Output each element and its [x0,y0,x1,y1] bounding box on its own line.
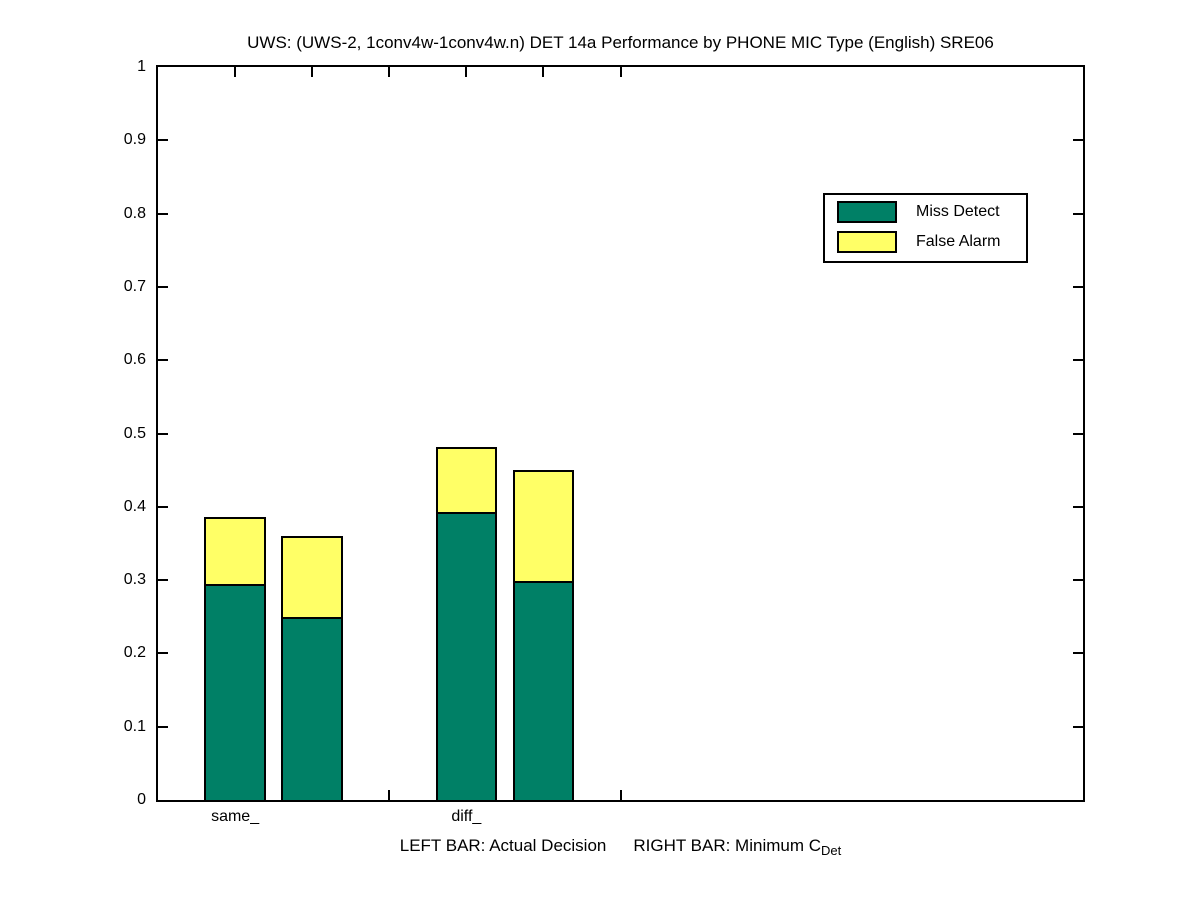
y-tick-label: 0.6 [123,351,146,369]
legend-item-false-alarm: False Alarm [837,231,1000,253]
bar-segment-false-alarm-minimum-cdet [512,470,575,581]
y-tick-right [1073,505,1083,508]
y-tick-left [158,432,168,435]
legend-swatch-miss-detect [837,201,897,223]
y-tick-left [158,359,168,362]
x-category-label: same_ [211,808,260,825]
y-tick-label: 0.4 [123,497,146,515]
bar-segment-miss-detect-actual-decision [435,512,498,800]
x-axis-label-left: LEFT BAR: Actual Decision [399,836,607,855]
y-tick-left [158,505,168,508]
bar-segment-miss-detect-minimum-cdet [512,581,575,800]
y-tick-left [158,139,168,142]
y-tick-left [158,285,168,288]
x-tick-top [465,67,468,77]
y-tick-label: 0 [137,791,146,808]
x-category-label: diff_ [451,808,482,825]
x-tick-top [388,67,391,77]
x-axis-label-right: RIGHT BAR: Minimum C [633,836,822,855]
y-tick-right [1073,359,1083,362]
bar-segment-false-alarm-minimum-cdet [281,536,343,617]
y-tick-right [1073,212,1083,215]
y-tick-label: 0.7 [123,277,146,295]
y-tick-right [1073,579,1083,582]
x-tick-bottom [388,790,391,800]
x-axis-label: LEFT BAR: Actual Decision RIGHT BAR: Min… [156,836,1085,858]
y-tick-left [158,212,168,215]
y-tick-right [1073,725,1083,728]
y-tick-right [1073,285,1083,288]
legend-label-false-alarm: False Alarm [916,233,1001,250]
bar-segment-false-alarm-actual-decision [435,447,498,512]
y-tick-right [1073,432,1083,435]
y-tick-label: 0.8 [123,204,146,222]
legend-item-miss-detect: Miss Detect [837,201,1000,223]
y-tick-label: 1 [137,58,146,75]
bar-segment-false-alarm-actual-decision [204,517,266,584]
y-tick-left [158,652,168,655]
x-tick-top [619,67,622,77]
y-tick-right [1073,139,1083,142]
chart-title: UWS: (UWS-2, 1conv4w-1conv4w.n) DET 14a … [247,33,994,52]
legend-swatch-false-alarm [837,231,897,253]
plot-area [156,65,1085,802]
x-tick-bottom [619,790,622,800]
y-tick-left [158,579,168,582]
y-tick-label: 0.1 [123,717,146,735]
legend: Miss Detect False Alarm [823,193,1028,263]
bar-segment-miss-detect-minimum-cdet [281,617,343,800]
legend-label-miss-detect: Miss Detect [916,203,1000,220]
y-tick-label: 0.9 [123,131,146,149]
bar-segment-miss-detect-actual-decision [204,584,266,800]
y-tick-label: 0.2 [123,644,146,662]
x-tick-top [542,67,545,77]
y-tick-label: 0.3 [123,571,146,589]
x-tick-top [311,67,314,77]
y-tick-label: 0.5 [123,424,146,442]
x-tick-top [234,67,237,77]
x-axis-label-subscript: Det [821,843,842,858]
y-tick-right [1073,652,1083,655]
y-tick-left [158,725,168,728]
